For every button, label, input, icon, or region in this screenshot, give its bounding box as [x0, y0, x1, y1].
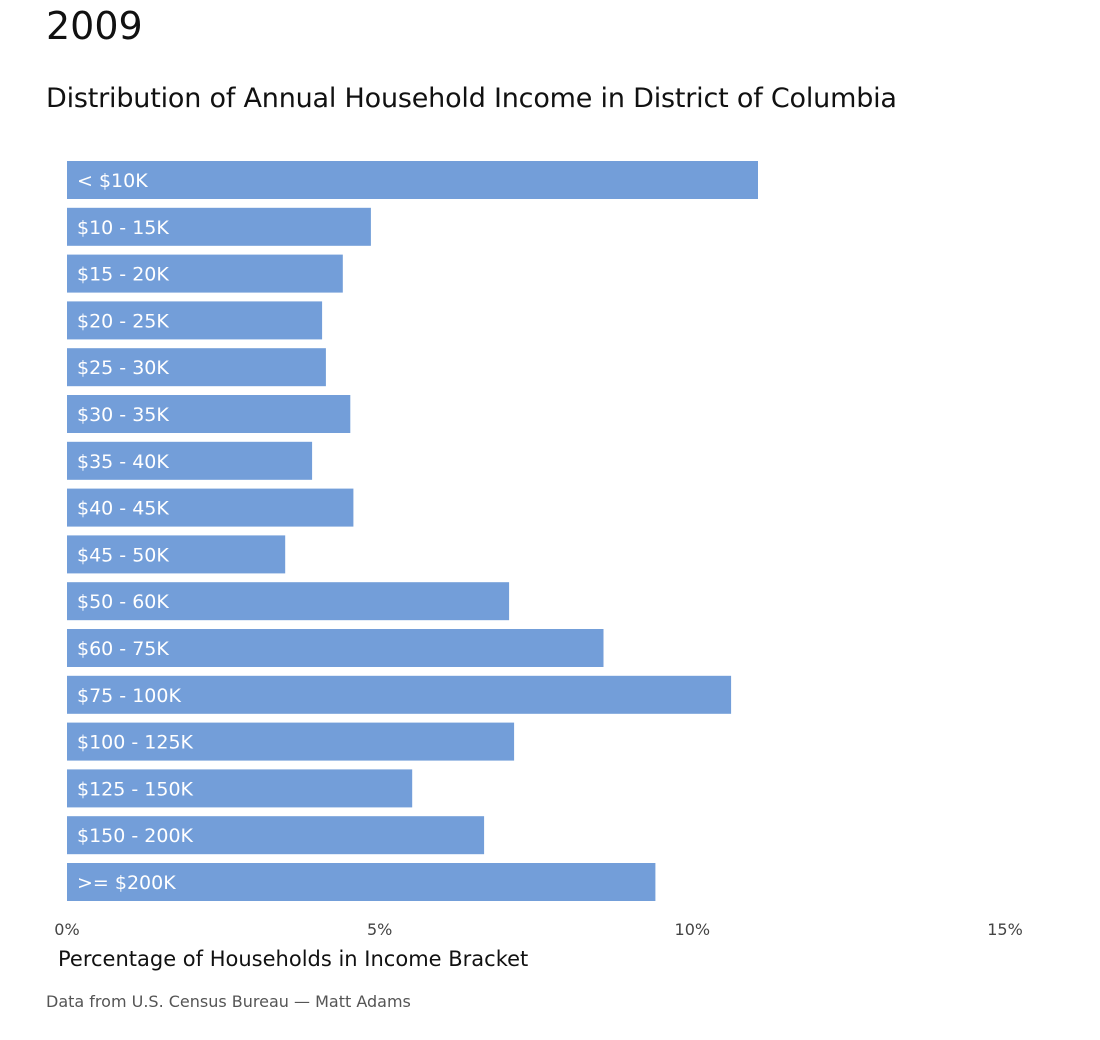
bar-label: $45 - 50K	[77, 544, 169, 566]
bar-label: $10 - 15K	[77, 217, 169, 239]
bar-label: $35 - 40K	[77, 451, 169, 473]
x-tick-label: 0%	[54, 920, 79, 939]
chart-year-title: 2009	[46, 4, 143, 48]
bar-label: $75 - 100K	[77, 685, 181, 707]
bar-label: $15 - 20K	[77, 264, 169, 286]
bar-label: $30 - 35K	[77, 404, 169, 426]
bar-label: $20 - 25K	[77, 310, 169, 332]
chart-title: Distribution of Annual Household Income …	[46, 83, 897, 114]
bar-label: >= $200K	[77, 872, 176, 894]
bar	[67, 629, 604, 667]
bar	[67, 722, 515, 761]
bar	[67, 535, 286, 574]
bar-label: $60 - 75K	[77, 638, 169, 660]
bar	[67, 301, 323, 340]
bar	[67, 254, 343, 293]
bar	[67, 348, 326, 387]
x-axis-ticks: 0% 5% 10% 15%	[54, 920, 1022, 939]
x-tick-label: 10%	[675, 920, 711, 939]
x-tick-label: 15%	[987, 920, 1023, 939]
x-axis-label: Percentage of Households in Income Brack…	[58, 947, 528, 971]
bar-label: $25 - 30K	[77, 357, 169, 379]
bar	[67, 161, 758, 199]
bar-label: $50 - 60K	[77, 591, 169, 613]
bar	[67, 675, 732, 714]
bar	[67, 207, 371, 246]
bar	[67, 582, 510, 621]
bar-label: $40 - 45K	[77, 498, 169, 520]
bar-label: $150 - 200K	[77, 825, 194, 847]
source-credit: Data from U.S. Census Bureau — Matt Adam…	[46, 992, 411, 1011]
bar	[67, 441, 313, 480]
bar	[67, 488, 354, 527]
bar	[67, 816, 485, 855]
x-tick-label: 5%	[367, 920, 392, 939]
bar	[67, 395, 351, 433]
bar-label: $125 - 150K	[77, 778, 194, 800]
bar	[67, 863, 656, 901]
bar-label: $100 - 125K	[77, 732, 194, 754]
bar-label: < $10K	[77, 170, 148, 192]
bar	[67, 769, 413, 808]
bars-group: < $10K $10 - 15K $15 - 20K $20 - 25K $25 - 3…	[67, 161, 758, 901]
